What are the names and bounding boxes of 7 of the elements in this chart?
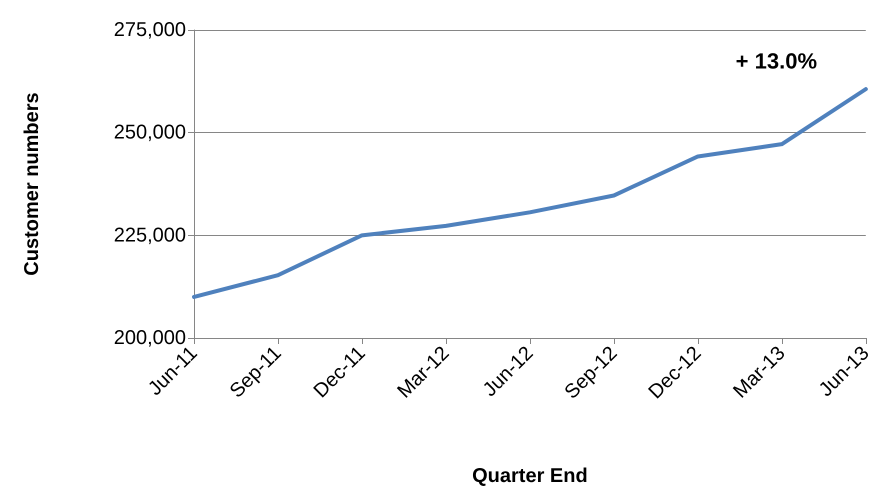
y-axis-title: Customer numbers [21,92,43,276]
annotation: + 13.0% [736,48,818,74]
y-tick-label: 250,000 [114,122,186,144]
y-tick-label: 225,000 [114,224,186,246]
x-axis-title: Quarter End [472,465,588,487]
y-tick-label: 275,000 [114,19,186,41]
y-tick-label: 200,000 [114,327,186,349]
